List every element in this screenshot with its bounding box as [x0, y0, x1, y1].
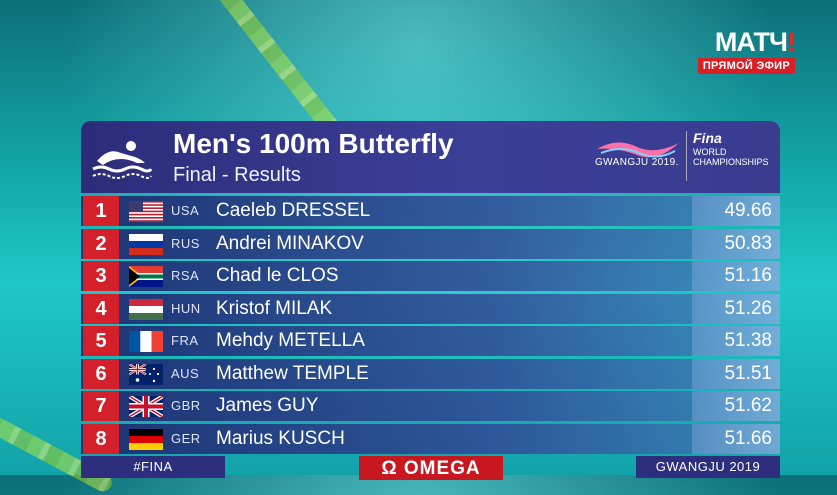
rank-badge: 1: [83, 196, 119, 226]
result-time: 49.66: [724, 200, 772, 221]
result-row: 2 RUS Andrei MINAKOV 50.83: [81, 228, 780, 259]
fina-line1: WORLD: [693, 147, 727, 157]
time-cell: 51.38: [692, 326, 780, 356]
time-cell: 51.16: [692, 261, 780, 291]
hungary-flag-icon: [129, 298, 163, 320]
south-africa-flag-icon: [129, 266, 163, 287]
results-footer: #FINA Ω OMEGA GWANGJU 2019: [81, 455, 780, 480]
result-row: 4 HUN Kristof MILAK 51.26: [81, 293, 780, 324]
nation-code: FRA: [171, 333, 199, 348]
broadcaster-logo: МАТЧ! ПРЯМОЙ ЭФИР: [695, 27, 796, 74]
australia-flag-icon: [129, 363, 163, 385]
event-title: Men's 100m Butterfly: [173, 128, 454, 159]
russia-flag-icon: [129, 233, 163, 255]
athlete-name: Chad le CLOS: [216, 265, 339, 286]
result-time: 51.51: [724, 362, 772, 384]
fina-logo: Fina WORLD CHAMPIONSHIPS: [693, 130, 769, 167]
rank-badge: 8: [83, 423, 119, 454]
location-label: GWANGJU 2019: [636, 455, 780, 478]
event-subtitle: Final - Results: [173, 164, 301, 186]
result-row: 5 FRA Mehdy METELLA 51.38: [81, 326, 780, 356]
time-cell: 49.66: [692, 196, 780, 226]
result-row: 7 GBR James GUY 51.62: [81, 391, 780, 421]
result-time: 51.62: [724, 395, 772, 416]
athlete-name: Mehdy METELLA: [216, 330, 365, 351]
rank-badge: 7: [83, 391, 119, 421]
result-time: 50.83: [724, 232, 772, 254]
germany-flag-icon: [129, 428, 163, 450]
athlete-name: Caeleb DRESSEL: [216, 200, 371, 221]
athlete-name: James GUY: [216, 395, 319, 416]
rank-badge: 6: [83, 358, 119, 389]
nation-code: GBR: [171, 398, 201, 413]
broadcaster-brand: МАТЧ!: [714, 27, 796, 57]
result-row: 6 AUS Matthew TEMPLE: [81, 358, 780, 389]
nation-code: HUN: [171, 300, 201, 316]
result-time: 51.26: [724, 297, 772, 319]
usa-flag-icon: [129, 201, 163, 222]
athlete-name: Andrei MINAKOV: [216, 232, 364, 254]
result-row: 8 GER Marius KUSCH 51.66: [81, 423, 780, 454]
rank-badge: 4: [83, 293, 119, 324]
time-cell: 50.83: [692, 228, 780, 259]
sponsor-logo: Ω OMEGA: [359, 455, 503, 480]
athlete-name: Matthew TEMPLE: [216, 362, 369, 384]
rank-badge: 5: [83, 326, 119, 356]
results-header: Men's 100m Butterfly Final - Results GWA…: [81, 121, 780, 193]
result-time: 51.66: [724, 427, 772, 449]
rank-badge: 3: [83, 261, 119, 291]
nation-code: RSA: [171, 268, 200, 283]
uk-flag-icon: [129, 396, 163, 417]
result-time: 51.38: [724, 330, 772, 351]
logo-divider: [686, 131, 687, 181]
result-time: 51.16: [724, 265, 772, 286]
hashtag-label: #FINA: [81, 455, 225, 478]
time-cell: 51.62: [692, 391, 780, 421]
fina-line2: CHAMPIONSHIPS: [693, 157, 769, 167]
fina-name: Fina: [693, 130, 722, 146]
result-row: 1 USA Caeleb DRESSEL 49.66: [81, 196, 780, 226]
nation-code: GER: [171, 430, 201, 446]
rank-badge: 2: [83, 228, 119, 259]
live-badge: ПРЯМОЙ ЭФИР: [697, 58, 795, 74]
time-cell: 51.51: [692, 358, 780, 389]
swimmer-icon: [92, 141, 153, 179]
nation-code: RUS: [171, 235, 200, 251]
result-row: 3 RSA Chad le CLOS 51.16: [81, 261, 780, 291]
host-logo-text: GWANGJU 2019.: [595, 157, 679, 168]
time-cell: 51.26: [692, 293, 780, 324]
nation-code: USA: [171, 203, 200, 218]
athlete-name: Kristof MILAK: [216, 297, 333, 319]
athlete-name: Marius KUSCH: [216, 427, 345, 449]
gwangju-wave-icon: [597, 142, 679, 158]
time-cell: 51.66: [692, 423, 780, 454]
nation-code: AUS: [171, 365, 200, 381]
results-board: Men's 100m Butterfly Final - Results GWA…: [81, 121, 780, 480]
results-list: 1 USA Caeleb DRESSEL 49.66 2: [81, 196, 780, 454]
france-flag-icon: [129, 331, 163, 352]
